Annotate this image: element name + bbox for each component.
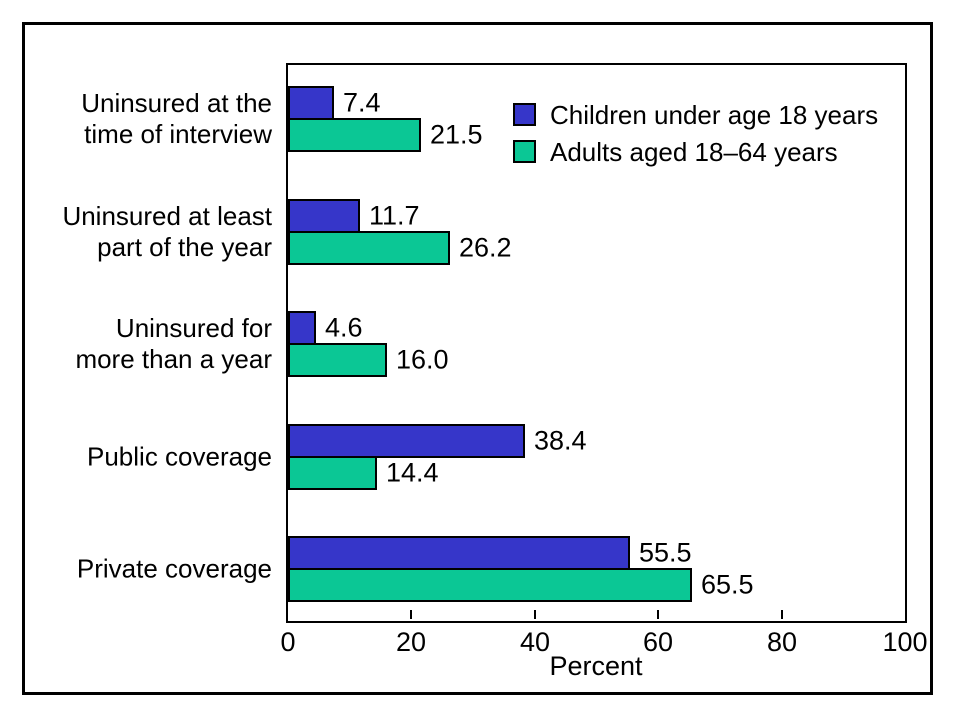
x-tick (534, 610, 536, 619)
category-label: Public coverage (87, 441, 272, 472)
bar-adults (288, 456, 377, 490)
legend-swatch-children (513, 103, 536, 126)
x-tick (657, 610, 659, 619)
bar-value-label: 26.2 (459, 232, 512, 263)
x-tick (781, 610, 783, 619)
category-label: Private coverage (76, 553, 272, 584)
bar-children (288, 536, 630, 570)
legend-label-children: Children under age 18 years (550, 100, 879, 130)
x-tick (410, 610, 412, 619)
bar-value-label: 55.5 (639, 537, 692, 568)
category-label: Uninsured at least part of the year (62, 201, 272, 262)
bar-children (288, 199, 360, 233)
category-label: Uninsured for more than a year (75, 313, 272, 374)
legend-swatch-adults (513, 140, 536, 163)
legend-label-adults: Adults aged 18–64 years (550, 137, 838, 167)
bar-children (288, 424, 525, 458)
bar-adults (288, 343, 387, 377)
x-tick-label: 20 (395, 627, 427, 657)
bar-value-label: 11.7 (369, 200, 420, 231)
bar-value-label: 38.4 (534, 425, 587, 456)
x-tick-label: 80 (766, 627, 798, 657)
bar-adults (288, 118, 421, 152)
category-label: Uninsured at the time of interview (81, 88, 272, 149)
bar-value-label: 7.4 (343, 87, 381, 118)
x-tick-label: 100 (882, 627, 928, 657)
bar-value-label: 21.5 (430, 119, 483, 150)
figure-border (22, 22, 933, 695)
bar-value-label: 16.0 (396, 344, 449, 375)
x-tick-label: 0 (280, 627, 296, 657)
bar-adults (288, 231, 450, 265)
bar-value-label: 65.5 (701, 569, 754, 600)
bar-value-label: 14.4 (386, 457, 439, 488)
bar-children (288, 311, 316, 345)
plot-area (286, 63, 907, 623)
bar-value-label: 4.6 (325, 312, 363, 343)
x-tick-label: 40 (519, 627, 551, 657)
x-tick-label: 60 (642, 627, 674, 657)
bar-children (288, 86, 334, 120)
x-axis-title: Percent (549, 651, 643, 681)
bar-adults (288, 568, 692, 602)
